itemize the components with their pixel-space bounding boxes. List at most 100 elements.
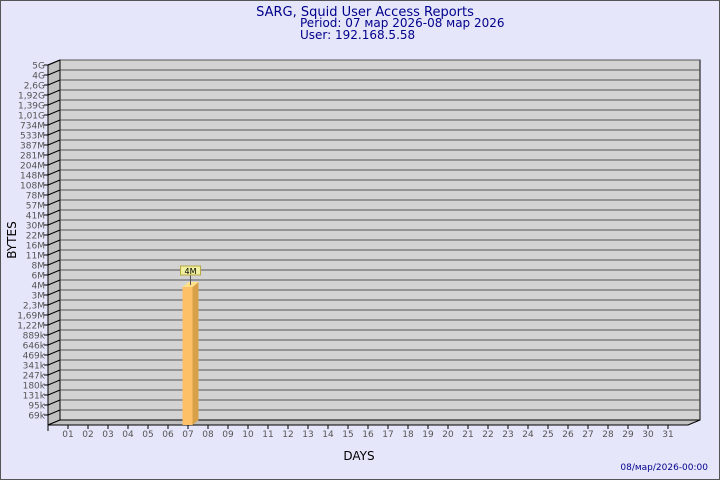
gridline-depth: [47, 339, 61, 346]
x-tick-label: 02: [82, 430, 93, 440]
gridline-depth: [47, 139, 61, 146]
gridline-depth: [47, 279, 61, 286]
gridline-depth: [47, 189, 61, 196]
plot-floor: [47, 419, 701, 426]
gridline-depth: [47, 379, 61, 386]
y-tick-label: 1,01G: [18, 112, 45, 122]
chart-user: User: 192.168.5.58: [300, 28, 415, 42]
x-tick-label: 14: [322, 430, 334, 440]
gridline-depth: [47, 79, 61, 86]
x-tick-label: 29: [622, 430, 634, 440]
x-tick-label: 28: [602, 430, 614, 440]
gridline-depth: [47, 369, 61, 376]
x-tick-label: 27: [582, 430, 593, 440]
gridline-depth: [47, 119, 61, 126]
gridline-depth: [47, 159, 61, 166]
y-tick-label: 8M: [32, 262, 46, 272]
y-tick-label: 281M: [20, 152, 45, 162]
gridline-depth: [47, 269, 61, 276]
y-tick-label: 131k: [23, 392, 46, 402]
gridline-depth: [47, 129, 61, 136]
x-tick-label: 20: [442, 430, 454, 440]
gridline-depth: [47, 179, 61, 186]
y-tick-label: 4M: [32, 282, 46, 292]
data-label: 4M: [185, 267, 197, 276]
y-tick-label: 78M: [26, 192, 45, 202]
y-tick-label: 1,22M: [17, 322, 45, 332]
gridline-depth: [47, 309, 61, 316]
x-tick-label: 31: [662, 430, 673, 440]
gridline-depth: [47, 109, 61, 116]
y-tick-label: 469k: [23, 352, 46, 362]
bar-side: [192, 282, 199, 425]
x-tick-label: 26: [562, 430, 574, 440]
y-tick-label: 41M: [26, 212, 45, 222]
y-tick-label: 148M: [20, 172, 45, 182]
x-tick-label: 03: [102, 430, 113, 440]
gridline-depth: [47, 389, 61, 396]
gridline-depth: [47, 69, 61, 76]
y-tick-label: 646k: [23, 342, 46, 352]
y-tick-label: 6M: [32, 272, 46, 282]
gridline-depth: [47, 229, 61, 236]
y-axis-label: BYTES: [5, 221, 19, 258]
x-tick-label: 08: [202, 430, 214, 440]
x-tick-label: 12: [282, 430, 293, 440]
bar-front: [182, 287, 193, 425]
y-tick-label: 22M: [26, 232, 45, 242]
y-tick-label: 5G: [32, 62, 45, 72]
y-tick-label: 4G: [32, 72, 45, 82]
x-tick-label: 13: [302, 430, 313, 440]
y-tick-label: 1,39G: [18, 102, 45, 112]
gridline-depth: [47, 89, 61, 96]
y-tick-label: 30M: [26, 222, 45, 232]
y-tick-label: 16M: [26, 242, 45, 252]
x-tick-label: 16: [362, 430, 374, 440]
x-tick-label: 10: [242, 430, 254, 440]
gridline-depth: [47, 199, 61, 206]
x-tick-label: 25: [542, 430, 553, 440]
x-tick-label: 23: [502, 430, 513, 440]
x-tick-label: 06: [162, 430, 174, 440]
y-tick-label: 180k: [23, 382, 46, 392]
y-tick-label: 341k: [23, 362, 46, 372]
y-tick-label: 387M: [20, 142, 45, 152]
x-tick-label: 30: [642, 430, 654, 440]
y-tick-label: 533M: [20, 132, 45, 142]
y-tick-label: 2,3M: [23, 302, 45, 312]
gridline-depth: [47, 349, 61, 356]
y-tick-label: 734M: [20, 122, 45, 132]
x-tick-label: 22: [482, 430, 493, 440]
gridline-depth: [47, 359, 61, 366]
y-tick-label: 69k: [28, 412, 45, 422]
y-tick-label: 3M: [32, 292, 46, 302]
gridline-depth: [47, 239, 61, 246]
x-tick-label: 15: [342, 430, 353, 440]
gridline-depth: [47, 219, 61, 226]
gridline-depth: [47, 169, 61, 176]
gridline-depth: [47, 329, 61, 336]
chart-title: SARG, Squid User Access Reports: [256, 5, 474, 20]
x-tick-label: 18: [402, 430, 414, 440]
gridline-depth: [47, 59, 61, 66]
x-tick-label: 01: [62, 430, 73, 440]
x-tick-label: 19: [422, 430, 434, 440]
y-tick-label: 95k: [28, 402, 45, 412]
gridline-depth: [47, 319, 61, 326]
gridline-depth: [47, 289, 61, 296]
x-tick-label: 04: [122, 430, 134, 440]
gridline-depth: [47, 399, 61, 406]
x-tick-label: 11: [262, 430, 273, 440]
y-tick-label: 247k: [23, 372, 46, 382]
x-tick-label: 24: [522, 430, 534, 440]
y-tick-label: 11M: [26, 252, 45, 262]
y-tick-label: 204M: [20, 162, 45, 172]
x-axis-label: DAYS: [343, 449, 374, 463]
y-tick-label: 57M: [26, 202, 45, 212]
chart-period: Period: 07 мар 2026-08 мар 2026: [300, 16, 505, 30]
x-tick-label: 05: [142, 430, 153, 440]
footer-timestamp: 08/мар/2026-00:00: [620, 463, 708, 473]
x-tick-label: 21: [462, 430, 473, 440]
data-label-box: [180, 265, 201, 276]
